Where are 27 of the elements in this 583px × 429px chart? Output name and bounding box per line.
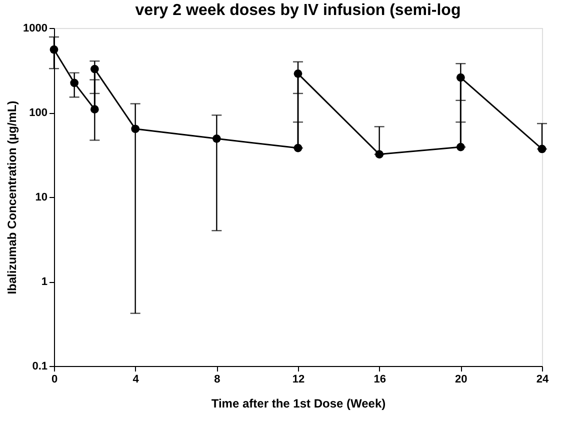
- point: [212, 134, 221, 143]
- x-tick-label: 0: [51, 374, 58, 386]
- y-tick-label: 10: [35, 192, 48, 204]
- x-axis-title: Time after the 1st Dose (Week): [211, 396, 386, 410]
- point: [456, 73, 465, 82]
- x-tick-label: 20: [455, 374, 468, 386]
- x-tick-label: 4: [132, 374, 140, 386]
- x-tick-label: 24: [536, 374, 550, 386]
- y-tick-label: 0.1: [32, 360, 48, 372]
- point: [50, 45, 58, 54]
- y-axis-title: Ibalizumab Concentration (µg/mL): [5, 100, 20, 294]
- point: [375, 150, 384, 158]
- y-tick-label: 1: [41, 276, 48, 288]
- point: [538, 144, 546, 154]
- point: [90, 105, 99, 114]
- x-tick-label: 8: [214, 374, 220, 386]
- y-tick-label: 1000: [23, 22, 48, 34]
- point: [90, 64, 99, 74]
- point: [294, 70, 302, 78]
- x-tick-label: 16: [374, 374, 386, 386]
- point: [456, 142, 465, 152]
- y-tick-label: 100: [29, 107, 48, 119]
- point: [70, 78, 79, 88]
- chart-title: very 2 week doses by IV infusion (semi-log: [135, 2, 461, 19]
- point: [131, 124, 140, 134]
- x-tick-label: 12: [292, 374, 305, 386]
- point: [294, 144, 302, 152]
